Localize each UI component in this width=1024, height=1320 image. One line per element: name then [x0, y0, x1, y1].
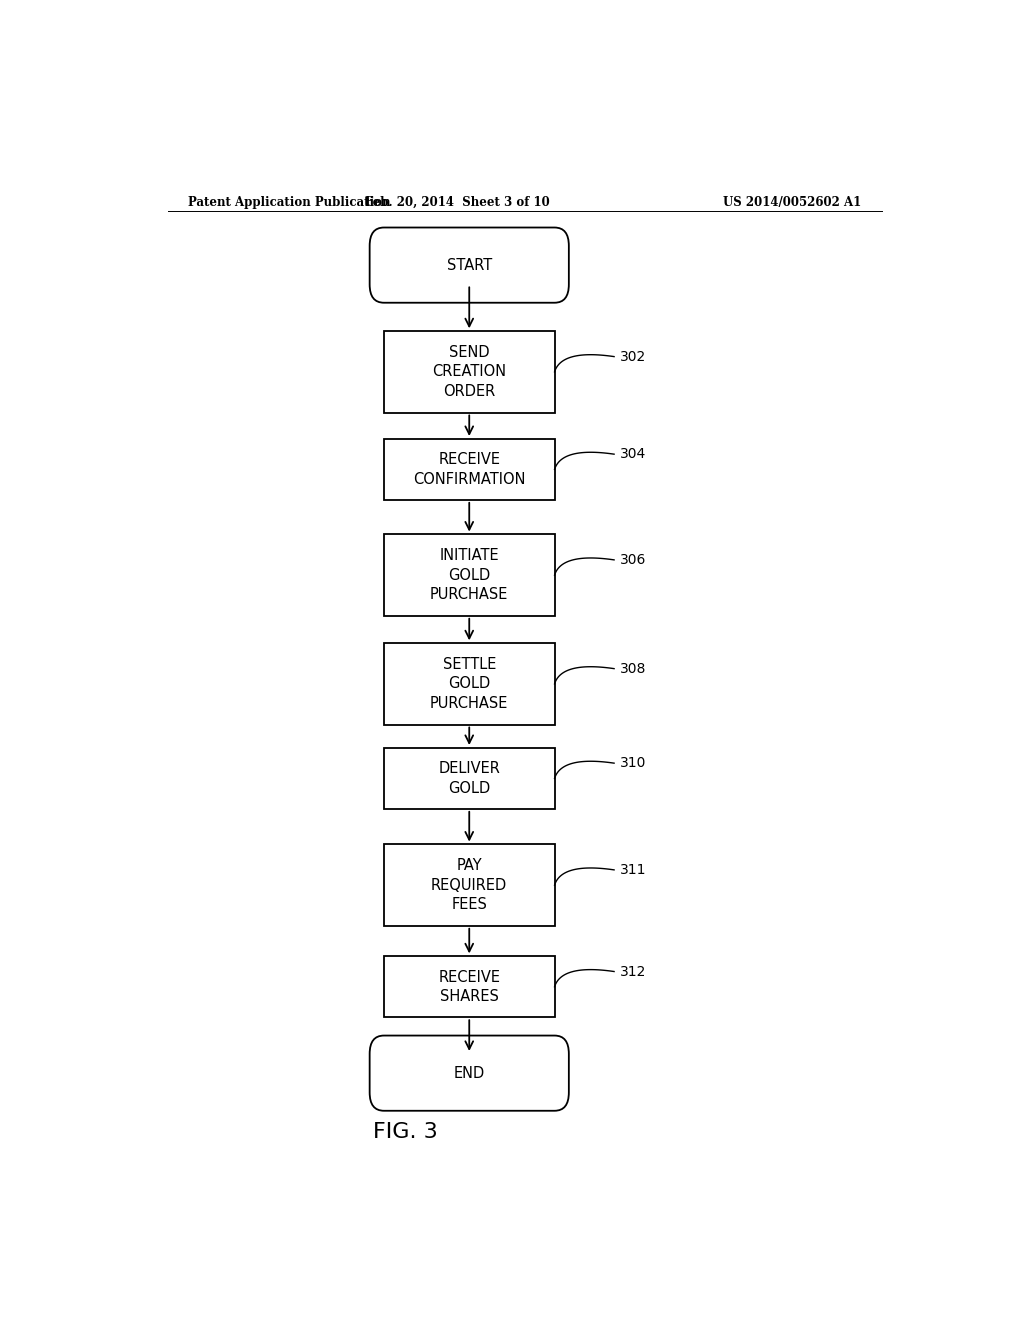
Text: 311: 311 — [621, 863, 647, 876]
Bar — [384, 748, 555, 809]
Bar — [384, 535, 555, 616]
Bar — [384, 331, 555, 412]
Text: INITIATE
GOLD
PURCHASE: INITIATE GOLD PURCHASE — [430, 548, 509, 602]
Text: START: START — [446, 257, 492, 273]
Text: SETTLE
GOLD
PURCHASE: SETTLE GOLD PURCHASE — [430, 657, 509, 710]
Text: US 2014/0052602 A1: US 2014/0052602 A1 — [723, 195, 861, 209]
Text: 302: 302 — [621, 350, 647, 363]
Text: END: END — [454, 1065, 485, 1081]
Text: PAY
REQUIRED
FEES: PAY REQUIRED FEES — [431, 858, 507, 912]
Text: SEND
CREATION
ORDER: SEND CREATION ORDER — [432, 345, 506, 399]
Text: 310: 310 — [621, 756, 647, 770]
FancyBboxPatch shape — [370, 1036, 569, 1110]
FancyBboxPatch shape — [370, 227, 569, 302]
Text: RECEIVE
SHARES: RECEIVE SHARES — [438, 970, 501, 1005]
Text: Patent Application Publication: Patent Application Publication — [187, 195, 390, 209]
Bar — [384, 845, 555, 925]
Text: 308: 308 — [621, 661, 647, 676]
Bar — [384, 643, 555, 725]
Text: 312: 312 — [621, 965, 647, 978]
Text: 304: 304 — [621, 447, 647, 461]
Text: RECEIVE
CONFIRMATION: RECEIVE CONFIRMATION — [413, 453, 525, 487]
Bar — [384, 956, 555, 1018]
Text: 306: 306 — [621, 553, 647, 566]
Text: DELIVER
GOLD: DELIVER GOLD — [438, 762, 500, 796]
Text: FIG. 3: FIG. 3 — [374, 1122, 438, 1142]
Text: Feb. 20, 2014  Sheet 3 of 10: Feb. 20, 2014 Sheet 3 of 10 — [365, 195, 550, 209]
Bar — [384, 440, 555, 500]
